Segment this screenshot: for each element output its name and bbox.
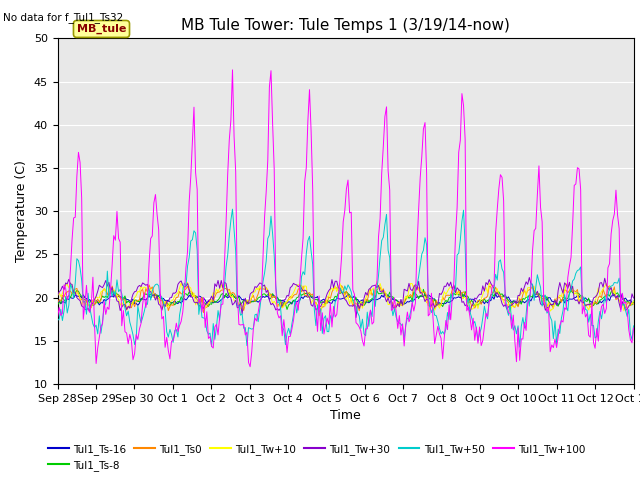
- Y-axis label: Temperature (C): Temperature (C): [15, 160, 28, 262]
- Legend: Tul1_Ts-16, Tul1_Ts-8, Tul1_Ts0, Tul1_Tw+10, Tul1_Tw+30, Tul1_Tw+50, Tul1_Tw+100: Tul1_Ts-16, Tul1_Ts-8, Tul1_Ts0, Tul1_Tw…: [44, 439, 589, 475]
- Text: MB_tule: MB_tule: [77, 24, 126, 34]
- Title: MB Tule Tower: Tule Temps 1 (3/19/14-now): MB Tule Tower: Tule Temps 1 (3/19/14-now…: [181, 18, 510, 33]
- X-axis label: Time: Time: [330, 409, 361, 422]
- Text: No data for f_Tul1_Ts32: No data for f_Tul1_Ts32: [3, 12, 124, 23]
